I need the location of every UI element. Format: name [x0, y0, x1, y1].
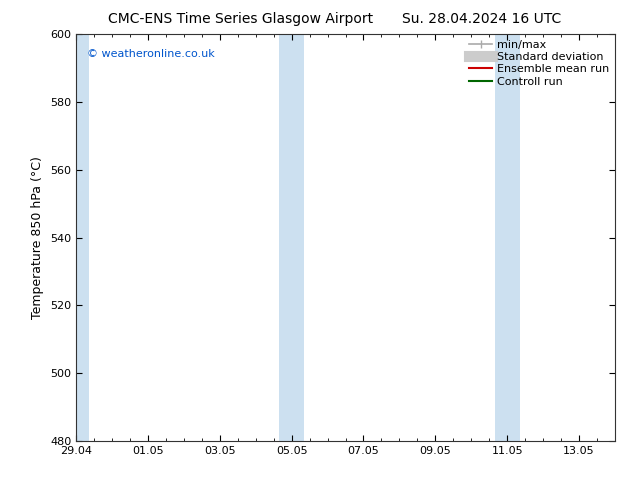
Y-axis label: Temperature 850 hPa (°C): Temperature 850 hPa (°C) — [32, 156, 44, 319]
Text: © weatheronline.co.uk: © weatheronline.co.uk — [87, 49, 214, 58]
Bar — [279, 34, 304, 441]
Bar — [495, 34, 520, 441]
Legend: min/max, Standard deviation, Ensemble mean run, Controll run: min/max, Standard deviation, Ensemble me… — [469, 40, 609, 87]
Text: CMC-ENS Time Series Glasgow Airport: CMC-ENS Time Series Glasgow Airport — [108, 12, 373, 26]
Bar — [74, 34, 89, 441]
Text: Su. 28.04.2024 16 UTC: Su. 28.04.2024 16 UTC — [402, 12, 562, 26]
